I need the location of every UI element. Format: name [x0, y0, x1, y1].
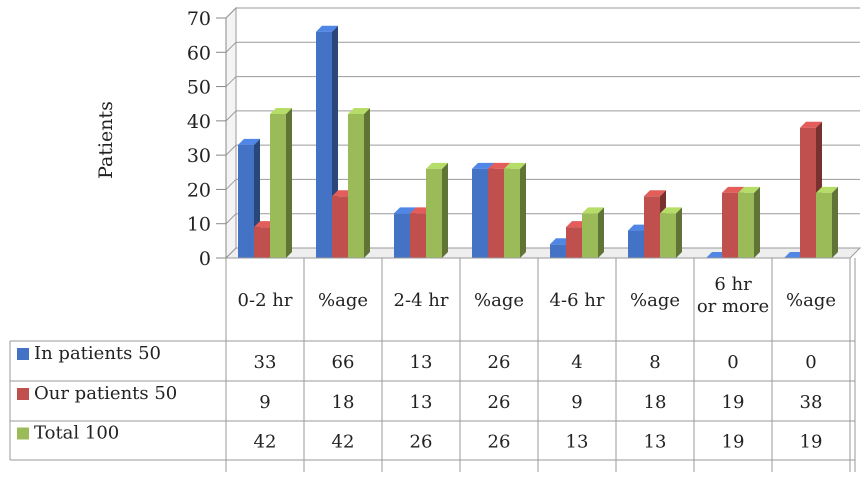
- y-tick-label: 40: [187, 111, 211, 133]
- bar-front: [238, 145, 254, 258]
- bar-front: [582, 213, 598, 258]
- y-tick-label: 20: [187, 179, 211, 201]
- x-category-label: 4-6 hr: [550, 290, 605, 311]
- data-label: 13: [644, 432, 667, 453]
- bar: [270, 108, 292, 258]
- x-category-label: 0-2 hr: [238, 290, 293, 311]
- legend-label: Our patients 50: [34, 383, 177, 404]
- bar-front: [738, 193, 754, 258]
- bar-front: [472, 169, 488, 258]
- y-tick-label: 50: [187, 77, 211, 99]
- data-label: 26: [488, 432, 511, 453]
- bars-layer: [238, 26, 838, 258]
- data-table: 0-2 hr %age 2-4 hr %age 4-6 hr %age 6 hr or mor…: [10, 258, 855, 472]
- x-category-label: 2-4 hr: [394, 290, 449, 311]
- bar-front: [504, 169, 520, 258]
- data-label: 13: [410, 392, 433, 413]
- bar: [504, 163, 526, 258]
- bar: [816, 187, 838, 258]
- bar-front: [722, 193, 738, 258]
- data-label: 18: [332, 392, 355, 413]
- bar-front: [644, 196, 660, 258]
- y-tick-label: 30: [187, 145, 211, 167]
- bar-front: [254, 227, 270, 258]
- data-label: 19: [722, 392, 745, 413]
- side-wall: [226, 8, 236, 258]
- data-label: 9: [571, 392, 582, 413]
- data-label: 42: [332, 432, 355, 453]
- legend-label: In patients 50: [34, 343, 161, 364]
- bar: [582, 207, 604, 258]
- bar-front: [800, 128, 816, 258]
- data-label: 18: [644, 392, 667, 413]
- bar-front: [426, 169, 442, 258]
- bar-front: [816, 193, 832, 258]
- data-label: 26: [488, 392, 511, 413]
- bar-front: [550, 244, 566, 258]
- bar-side: [754, 187, 760, 258]
- bar-front: [488, 169, 504, 258]
- data-label: 4: [571, 352, 582, 373]
- data-label: 8: [649, 352, 660, 373]
- x-category-label: %age: [474, 290, 524, 311]
- bar-front: [410, 213, 426, 258]
- data-label: 26: [410, 432, 433, 453]
- bar-front: [628, 231, 644, 258]
- bar-side: [364, 108, 370, 258]
- data-label: 0: [805, 352, 816, 373]
- bar-front: [316, 32, 332, 258]
- bar-front: [660, 213, 676, 258]
- bar-front: [270, 114, 286, 258]
- bar-front: [566, 227, 582, 258]
- bar-front: [348, 114, 364, 258]
- data-label: 19: [800, 432, 823, 453]
- legend-key: [17, 388, 29, 400]
- y-tick-label: 10: [187, 214, 211, 236]
- bar-side: [520, 163, 526, 258]
- data-label: 26: [488, 352, 511, 373]
- data-label: 38: [800, 392, 823, 413]
- data-label: 66: [332, 352, 355, 373]
- data-label: 42: [254, 432, 277, 453]
- y-tick-label: 0: [199, 248, 211, 270]
- legend-label: Total 100: [34, 423, 119, 444]
- bar-side: [832, 187, 838, 258]
- x-category-label: %age: [318, 290, 368, 311]
- bar-side: [676, 207, 682, 258]
- y-axis-label: Patients: [95, 101, 117, 179]
- bar: [738, 187, 760, 258]
- bar-front: [394, 213, 410, 258]
- data-label: 19: [722, 432, 745, 453]
- data-label: 0: [727, 352, 738, 373]
- y-tick-label: 60: [187, 42, 211, 64]
- bar-side: [442, 163, 448, 258]
- data-label: 33: [254, 352, 277, 373]
- legend-key: [17, 348, 29, 360]
- bar-front: [332, 196, 348, 258]
- bar-side: [598, 207, 604, 258]
- x-category-label: %age: [630, 290, 680, 311]
- x-category-label: 6 hr or more: [697, 274, 769, 317]
- bar-side: [286, 108, 292, 258]
- y-tick-label: 70: [187, 8, 211, 30]
- data-label: 13: [410, 352, 433, 373]
- data-label: 9: [259, 392, 270, 413]
- legend-key: [17, 428, 29, 440]
- bar: [660, 207, 682, 258]
- bar: [348, 108, 370, 258]
- bar: [426, 163, 448, 258]
- data-label: 13: [566, 432, 589, 453]
- x-category-label: %age: [786, 290, 836, 311]
